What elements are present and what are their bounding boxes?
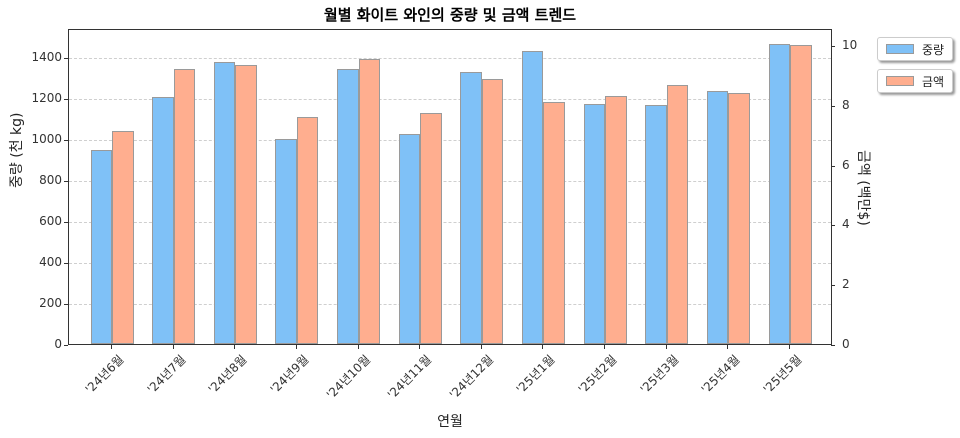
x-tick (234, 345, 236, 349)
x-tick-label: '24년12월 (446, 352, 497, 402)
y-tick-right-label: 8 (842, 97, 850, 112)
bar-weight (768, 43, 790, 344)
y-tick-right-label: 6 (842, 157, 850, 172)
bar-amount (790, 45, 812, 344)
plot-area (68, 29, 832, 345)
y-tick-left (64, 140, 68, 142)
bar-amount (235, 65, 257, 344)
bar-amount (481, 79, 504, 344)
legend-item-weight: 중량 (877, 37, 953, 61)
bar-amount (605, 95, 627, 344)
x-tick-label: '24년11월 (384, 352, 435, 402)
gridline (69, 263, 831, 265)
y-tick-left (64, 263, 68, 265)
gridline (69, 181, 831, 183)
y-tick-left-label: 800 (39, 173, 62, 188)
y-axis-right-label: 금액 (백만$) (855, 150, 871, 226)
x-tick (480, 345, 482, 349)
gridline (69, 304, 831, 305)
y-tick-left-label: 1400 (31, 50, 62, 65)
bar-weight (521, 51, 544, 344)
gridline (69, 140, 831, 142)
legend-item-amount: 금액 (877, 69, 953, 93)
bar-weight (213, 62, 236, 344)
x-tick (111, 345, 112, 349)
bar-weight (275, 139, 297, 344)
bar-amount (728, 93, 750, 344)
y-tick-right (831, 105, 835, 107)
chart-title: 월별 화이트 와인의 중량 및 금액 트렌드 (323, 6, 577, 24)
gridline (69, 99, 831, 101)
x-tick (419, 345, 421, 349)
legend-swatch-amount (886, 76, 914, 86)
x-tick (357, 345, 359, 349)
y-tick-left-label: 0 (54, 337, 62, 351)
legend-label-amount: 금액 (922, 74, 945, 89)
bar-amount (296, 116, 319, 344)
x-tick (542, 345, 544, 349)
bar-weight (90, 150, 112, 344)
bar-weight (460, 71, 482, 344)
y-tick-left (64, 304, 68, 305)
bar-amount (112, 130, 134, 344)
y-tick-right-label: 2 (842, 277, 850, 292)
legend-label-weight: 중량 (922, 42, 945, 57)
x-tick-label: '24년10월 (323, 352, 373, 402)
y-tick-left-label: 1000 (31, 132, 62, 147)
gridline (69, 222, 831, 224)
x-tick-label: '25년5월 (760, 352, 805, 397)
y-tick-right (831, 285, 835, 287)
y-tick-left-label: 1200 (31, 91, 62, 106)
bar-amount (666, 84, 689, 344)
y-tick-left-label: 200 (39, 296, 62, 310)
y-tick-right (831, 225, 835, 227)
bar-weight (645, 105, 667, 344)
x-axis-label: 연월 (437, 414, 463, 430)
x-tick (172, 345, 174, 349)
y-tick-left (64, 345, 68, 346)
bar-weight (152, 96, 174, 344)
x-tick (604, 345, 606, 349)
y-tick-right (831, 345, 835, 346)
bar-weight (337, 68, 359, 344)
x-tick-label: '25년4월 (698, 352, 743, 397)
y-tick-left (64, 58, 68, 60)
y-tick-left-label: 600 (39, 214, 62, 229)
x-tick-label: '24년6월 (82, 352, 127, 397)
bar-amount (173, 68, 196, 344)
y-tick-right-label: 10 (842, 38, 858, 53)
y-tick-left (64, 181, 68, 183)
x-tick (727, 345, 729, 349)
x-tick (789, 345, 790, 349)
y-tick-right-label: 0 (842, 337, 850, 351)
legend-swatch-weight (886, 44, 914, 54)
x-tick-label: '25년2월 (575, 352, 620, 397)
y-tick-left (64, 222, 68, 224)
x-tick (665, 345, 667, 349)
y-tick-left (64, 99, 68, 101)
x-tick-label: '24년9월 (267, 352, 312, 397)
x-tick-label: '24년8월 (205, 352, 250, 397)
y-axis-left-label: 중량 (천 kg) (9, 112, 25, 188)
y-tick-right-label: 4 (842, 217, 850, 232)
bar-weight (398, 133, 421, 344)
bar-amount (420, 112, 442, 344)
bar-weight (706, 90, 729, 344)
gridline (69, 58, 831, 60)
bar-weight (583, 104, 606, 344)
y-tick-right (831, 165, 835, 167)
x-tick-label: '25년1월 (514, 352, 559, 397)
x-tick (295, 345, 297, 349)
x-tick-label: '25년3월 (637, 352, 682, 397)
y-tick-left-label: 400 (39, 255, 62, 270)
x-tick-label: '24년7월 (144, 352, 189, 397)
bar-amount (358, 59, 381, 344)
y-tick-right (831, 46, 835, 48)
bar-amount (543, 102, 565, 344)
